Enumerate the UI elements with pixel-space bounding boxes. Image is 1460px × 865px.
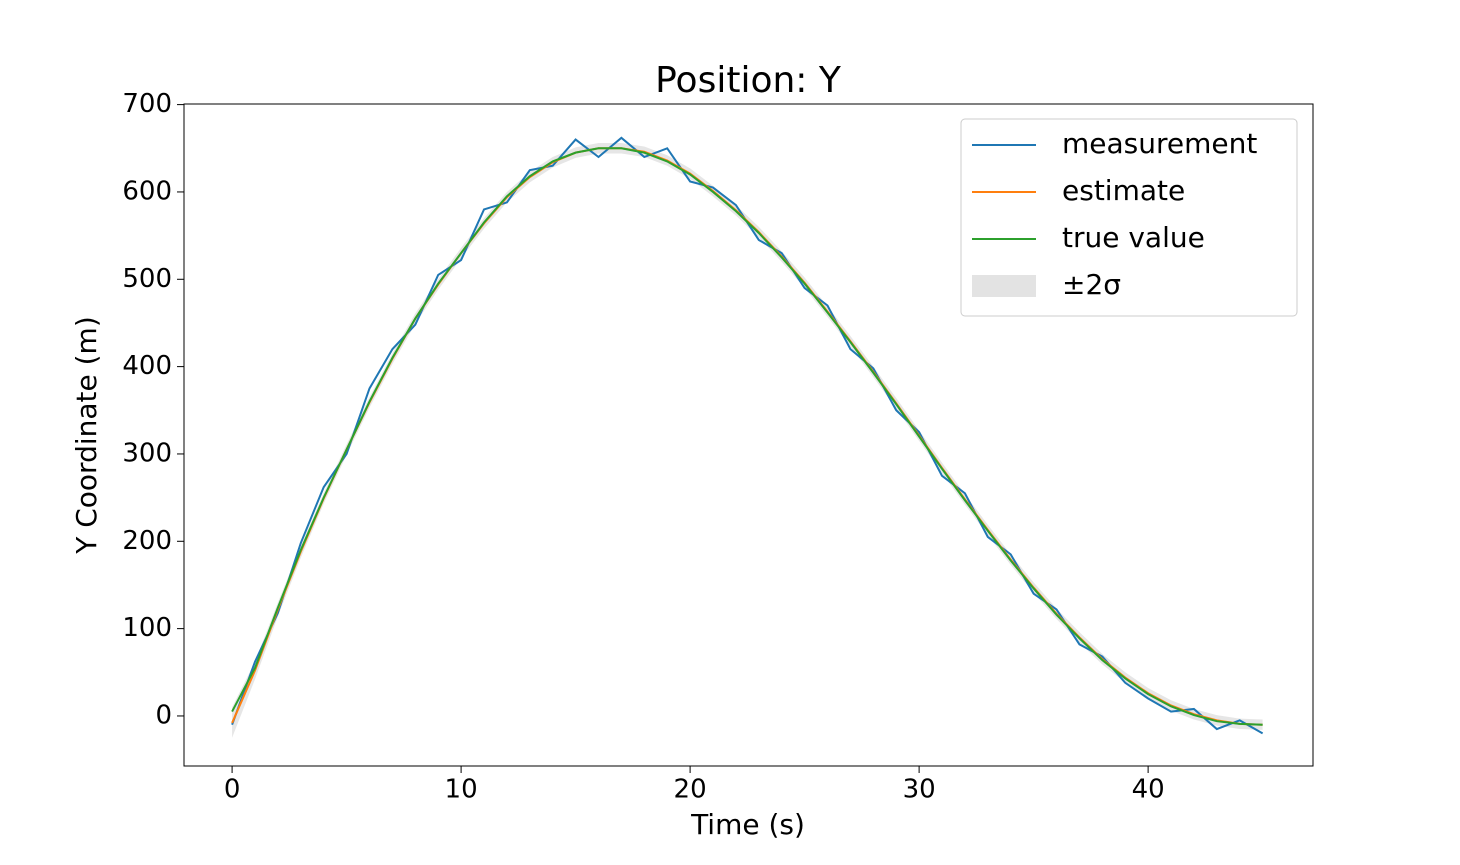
series-line (231, 147, 1263, 726)
legend-label: measurement (1062, 127, 1257, 160)
x-tick-label: 20 (674, 775, 707, 805)
y-tick-label: 100 (122, 613, 172, 643)
y-tick-label: 400 (122, 351, 172, 381)
chart-title: Position: Y (655, 60, 842, 101)
legend-label: ±2σ (1062, 268, 1121, 301)
x-tick-label: 0 (224, 775, 241, 805)
y-tick-label: 500 (122, 264, 172, 294)
legend-label: estimate (1062, 174, 1185, 207)
legend-swatch (972, 275, 1036, 297)
y-tick-label: 200 (122, 526, 172, 556)
x-tick-label: 40 (1132, 775, 1165, 805)
legend-label: true value (1062, 221, 1205, 254)
y-tick-label: 300 (122, 438, 172, 468)
x-tick-label: 10 (445, 775, 478, 805)
legend-box (960, 118, 1298, 317)
y-tick-label: 600 (122, 176, 172, 206)
x-tick-label: 30 (903, 775, 936, 805)
plot-frame (183, 103, 1314, 767)
y-tick-label: 700 (122, 89, 172, 119)
x-axis-label: Time (s) (690, 808, 805, 841)
y-axis-label: Y Coordinate (m) (70, 316, 103, 555)
y-tick-label: 0 (155, 700, 172, 730)
